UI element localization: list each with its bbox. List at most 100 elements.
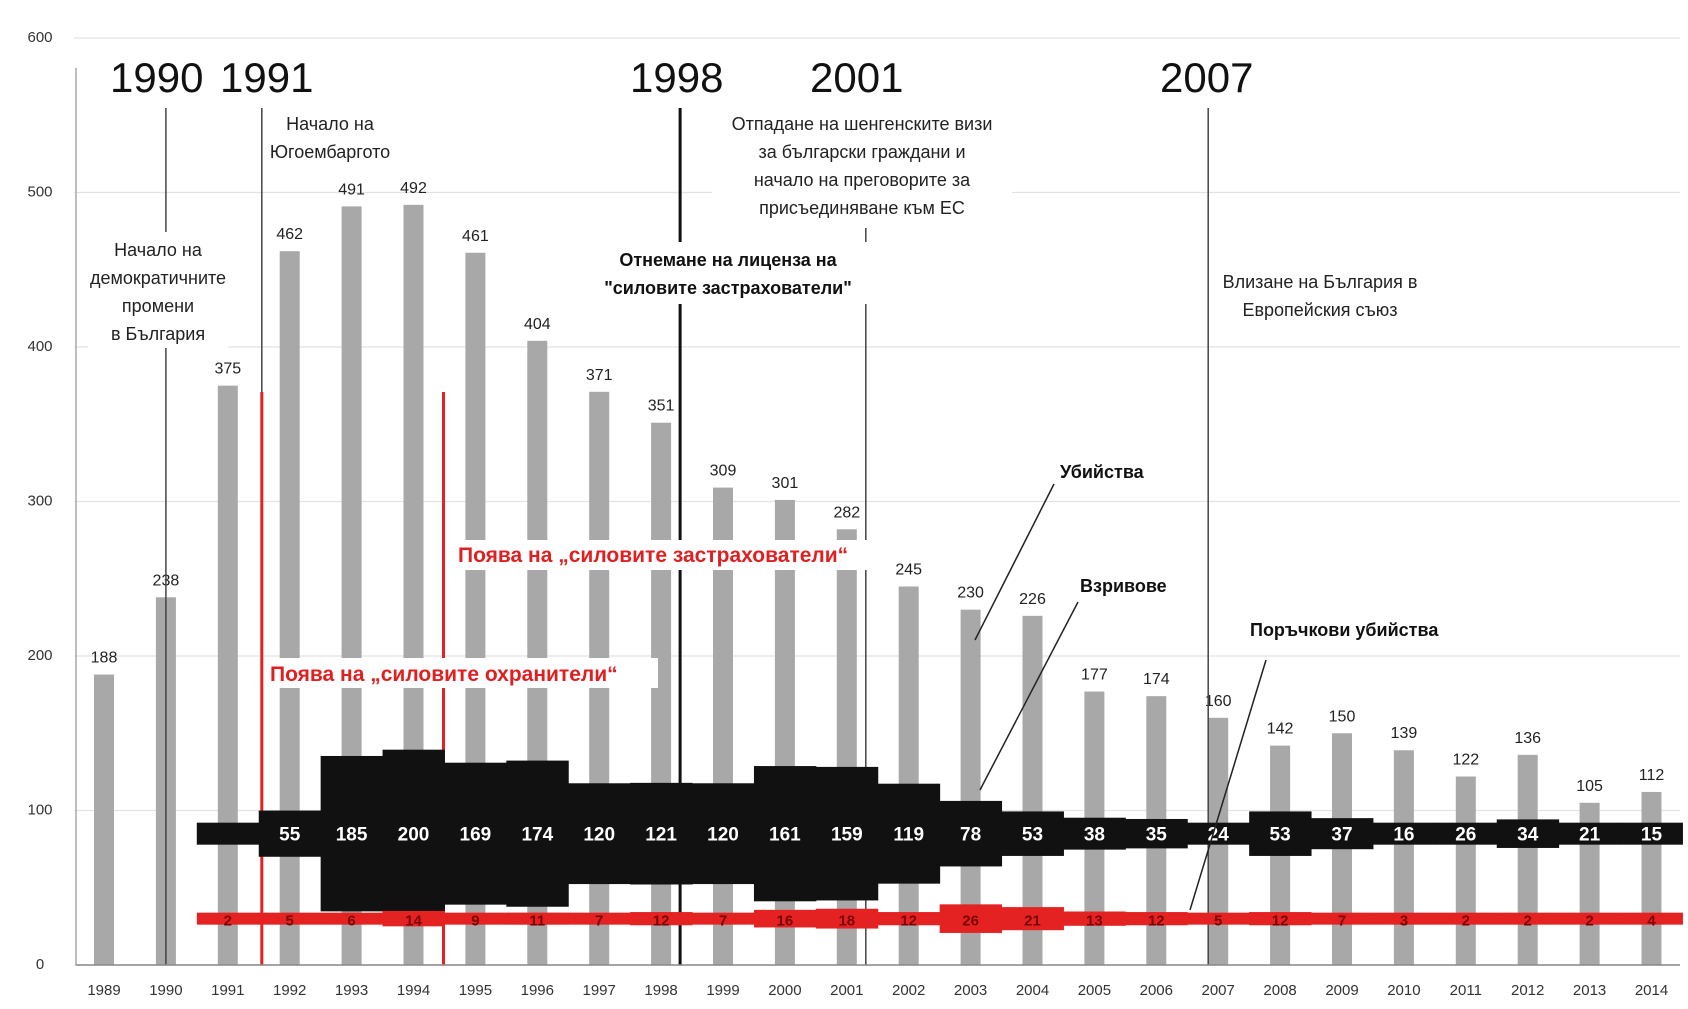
band-segment bbox=[506, 912, 569, 925]
x-tick-label: 2013 bbox=[1573, 982, 1606, 999]
note-2007: Влизане на България в Европейския съюз bbox=[1223, 272, 1418, 320]
bar-murders bbox=[94, 674, 114, 965]
note-line: присъединяване към ЕС bbox=[759, 198, 965, 218]
band-value-label: 21 bbox=[1579, 825, 1601, 846]
band-segment bbox=[1372, 822, 1436, 845]
band-segment bbox=[382, 749, 445, 918]
band-value-label: 120 bbox=[707, 825, 739, 846]
band-value-label: 38 bbox=[1084, 825, 1105, 846]
band-value-label: 16 bbox=[1393, 825, 1414, 846]
band-value-label: 120 bbox=[583, 825, 615, 846]
band-value-label: 15 bbox=[1641, 825, 1663, 846]
band-segment bbox=[815, 908, 879, 929]
note-line: Начало на bbox=[114, 240, 203, 260]
x-tick-label: 2005 bbox=[1078, 982, 1111, 999]
bar-value-label: 371 bbox=[586, 367, 613, 384]
band-segment bbox=[1434, 822, 1498, 845]
x-tick-label: 2012 bbox=[1511, 982, 1544, 999]
band-segment bbox=[568, 912, 631, 925]
annotation-label: Поръчкови убийства bbox=[1250, 620, 1439, 640]
note-line: "силовите застрахователи" bbox=[604, 278, 852, 298]
x-tick-label: 1999 bbox=[706, 982, 739, 999]
bar-value-label: 282 bbox=[833, 504, 860, 521]
red-event-guards: Поява на „силовите охранители“ bbox=[268, 658, 658, 688]
band-value-label: 119 bbox=[893, 825, 924, 846]
x-tick-label: 2014 bbox=[1635, 982, 1668, 999]
x-tick-label: 2002 bbox=[892, 982, 925, 999]
note-line: Европейския съюз bbox=[1242, 300, 1397, 320]
note-bg bbox=[88, 232, 228, 348]
band-segment bbox=[1063, 817, 1126, 850]
x-tick-label: 1991 bbox=[211, 982, 244, 999]
bar-murders bbox=[1455, 776, 1476, 965]
band-value-label: 37 bbox=[1331, 825, 1352, 846]
band-value-label: 2 bbox=[1585, 913, 1593, 930]
note-bg bbox=[585, 242, 875, 304]
band-value-label: 159 bbox=[831, 825, 863, 846]
band-value-label: 174 bbox=[521, 825, 553, 846]
y-tick-label: 400 bbox=[27, 338, 52, 355]
bar-value-label: 309 bbox=[710, 463, 737, 480]
band-value-label: 7 bbox=[1338, 913, 1346, 930]
bar-value-label: 462 bbox=[276, 226, 303, 243]
bands-layer: 55 185 200 169 174 120 121 120 161 159 119 78 53 38 35… bbox=[196, 749, 1683, 933]
year-label-2007: 2007 bbox=[1160, 54, 1253, 101]
band-value-label: 5 bbox=[286, 913, 294, 930]
annotation-murders: Убийства bbox=[974, 462, 1145, 641]
band-segment bbox=[506, 760, 569, 907]
bar-value-label: 139 bbox=[1391, 725, 1418, 742]
band-value-label: 26 bbox=[1455, 825, 1476, 846]
band-segment bbox=[877, 783, 941, 884]
x-tick-label: 2007 bbox=[1202, 982, 1235, 999]
note-line: промени bbox=[122, 296, 194, 316]
band-value-label: 14 bbox=[405, 913, 422, 930]
band-value-label: 5 bbox=[1214, 913, 1222, 930]
bar-murders bbox=[217, 385, 238, 965]
bar-value-label: 112 bbox=[1639, 767, 1665, 784]
pointer-line bbox=[979, 601, 1079, 791]
x-tick-label: 2004 bbox=[1016, 982, 1049, 999]
band-value-label: 12 bbox=[1272, 913, 1289, 930]
band-value-label: 16 bbox=[777, 913, 794, 930]
x-tick-label: 1992 bbox=[273, 982, 306, 999]
bar-value-label: 105 bbox=[1576, 778, 1603, 795]
bar-value-label: 230 bbox=[957, 585, 984, 602]
band-segment bbox=[1496, 819, 1560, 848]
band-value-label: 12 bbox=[900, 913, 917, 930]
annotation-explosions: Взривове bbox=[979, 576, 1167, 791]
x-tick-label: 1994 bbox=[397, 982, 430, 999]
band-value-label: 2 bbox=[1462, 913, 1470, 930]
note-line: Влизане на България в bbox=[1223, 272, 1418, 292]
band-value-label: 11 bbox=[529, 913, 545, 930]
band-value-label: 2 bbox=[1524, 913, 1532, 930]
bar-value-label: 177 bbox=[1081, 667, 1108, 684]
bar-value-label: 301 bbox=[772, 475, 799, 492]
band-segment bbox=[877, 912, 941, 926]
band-segment bbox=[630, 782, 693, 885]
x-tick-label: 2001 bbox=[830, 982, 863, 999]
band-segment bbox=[1187, 912, 1250, 925]
x-tick-label: 2008 bbox=[1263, 982, 1296, 999]
y-tick-label: 600 bbox=[27, 29, 52, 46]
x-tick-label: 1996 bbox=[521, 982, 554, 999]
band-segment bbox=[939, 904, 1003, 933]
band-segment bbox=[1063, 911, 1126, 926]
red-event-bg bbox=[268, 658, 658, 688]
band-segment bbox=[444, 762, 507, 905]
band-segment bbox=[258, 810, 322, 857]
band-segment bbox=[320, 912, 384, 925]
bar-value-label: 136 bbox=[1514, 730, 1541, 747]
bar-value-label: 461 bbox=[462, 228, 489, 245]
band-value-label: 53 bbox=[1270, 825, 1291, 846]
band-segment bbox=[1311, 818, 1374, 850]
band-value-label: 26 bbox=[962, 913, 979, 930]
band-segment bbox=[1187, 822, 1250, 845]
x-tick-label: 2011 bbox=[1450, 982, 1482, 999]
band-segment bbox=[815, 766, 879, 901]
year-label-1998: 1998 bbox=[630, 54, 723, 101]
note-bg bbox=[712, 106, 1012, 228]
band-value-label: 169 bbox=[460, 825, 492, 846]
bar-murders bbox=[898, 586, 919, 965]
y-tick-label: 500 bbox=[27, 184, 52, 201]
bar-value-label: 174 bbox=[1143, 671, 1170, 688]
